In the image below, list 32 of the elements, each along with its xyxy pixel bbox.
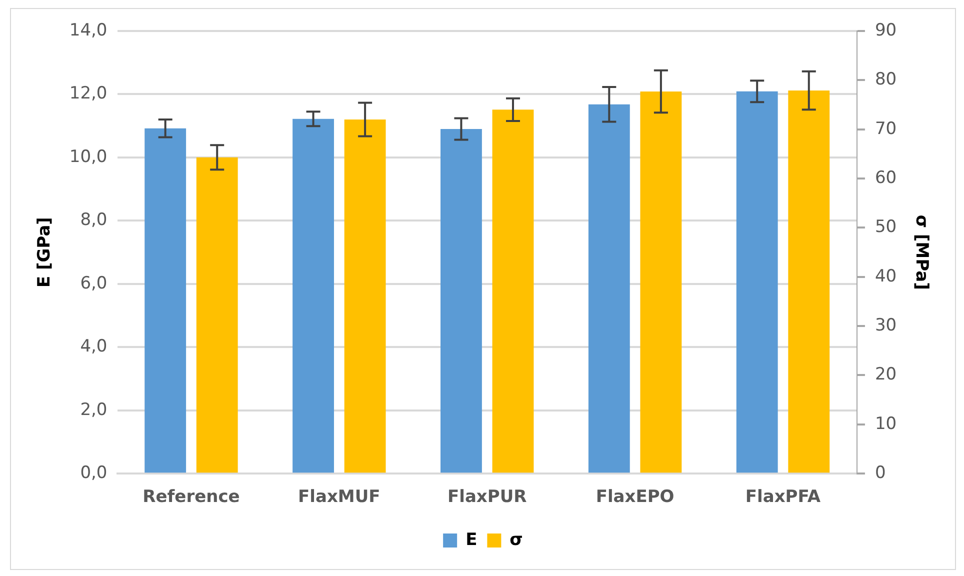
x-tick-label: FlaxEPO <box>596 487 674 508</box>
x-tick-label: Reference <box>142 487 240 508</box>
y-tick-label: 4,0 <box>80 336 108 357</box>
y-tick-label: 8,0 <box>80 210 108 230</box>
bar <box>196 157 238 473</box>
y2-tick-label: 10 <box>874 414 897 434</box>
y2-tick-label: 70 <box>874 118 897 139</box>
bar <box>788 90 830 473</box>
y-tick-label: 10,0 <box>69 146 108 167</box>
y-tick-label: 14,0 <box>69 20 108 40</box>
y2-tick-label: 90 <box>874 20 897 40</box>
y-axis-title: E [GPa] <box>34 217 55 288</box>
x-tick-label: FlaxMUF <box>298 487 380 508</box>
y-tick-label: 12,0 <box>69 84 108 104</box>
y-tick-label: 0,0 <box>80 463 108 484</box>
y2-tick-label: 0 <box>874 463 886 484</box>
legend-label: σ <box>510 530 523 550</box>
y-tick-label: 6,0 <box>80 273 108 294</box>
y2-tick-label: 60 <box>874 168 897 188</box>
y-tick-label: 2,0 <box>80 400 108 420</box>
bar <box>640 91 682 473</box>
legend-label: E <box>466 530 478 550</box>
y2-tick-label: 30 <box>874 315 897 336</box>
y2-tick-label: 40 <box>874 266 897 286</box>
bar <box>344 120 386 473</box>
y2-tick-label: 50 <box>874 217 897 238</box>
y2-tick-label: 80 <box>874 70 897 90</box>
bar <box>492 110 534 473</box>
x-tick-label: FlaxPUR <box>447 487 527 508</box>
y2-axis-title: σ [MPa] <box>911 214 932 290</box>
y2-tick-label: 20 <box>874 364 897 385</box>
x-tick-label: FlaxPFA <box>745 487 822 508</box>
